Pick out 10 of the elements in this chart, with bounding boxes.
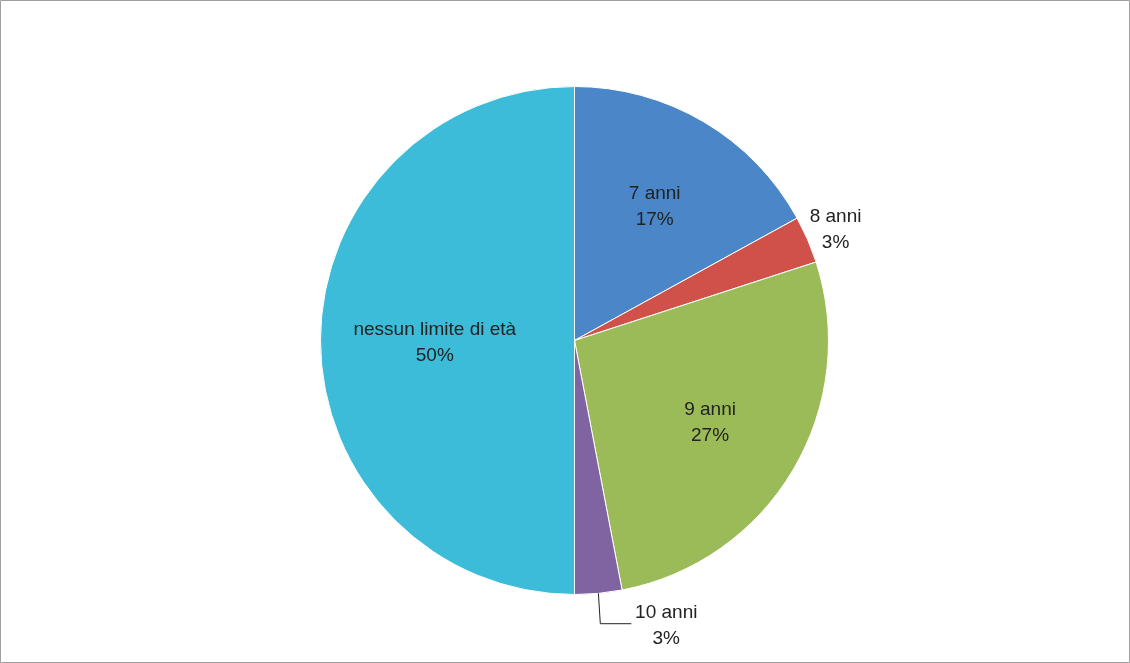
slice-label: 7 anni — [628, 182, 681, 204]
data-label: 3% — [821, 231, 850, 253]
data-label: 27% — [691, 424, 730, 446]
data-label: 50% — [415, 344, 454, 365]
slice-label: 8 anni — [809, 205, 862, 227]
data-label: 3% — [652, 627, 681, 649]
slice-label: 10 anni — [635, 601, 698, 623]
slice-label: nessun limite di età — [353, 318, 517, 339]
data-label: 17% — [635, 208, 674, 230]
slice-label: 9 anni — [684, 398, 736, 420]
